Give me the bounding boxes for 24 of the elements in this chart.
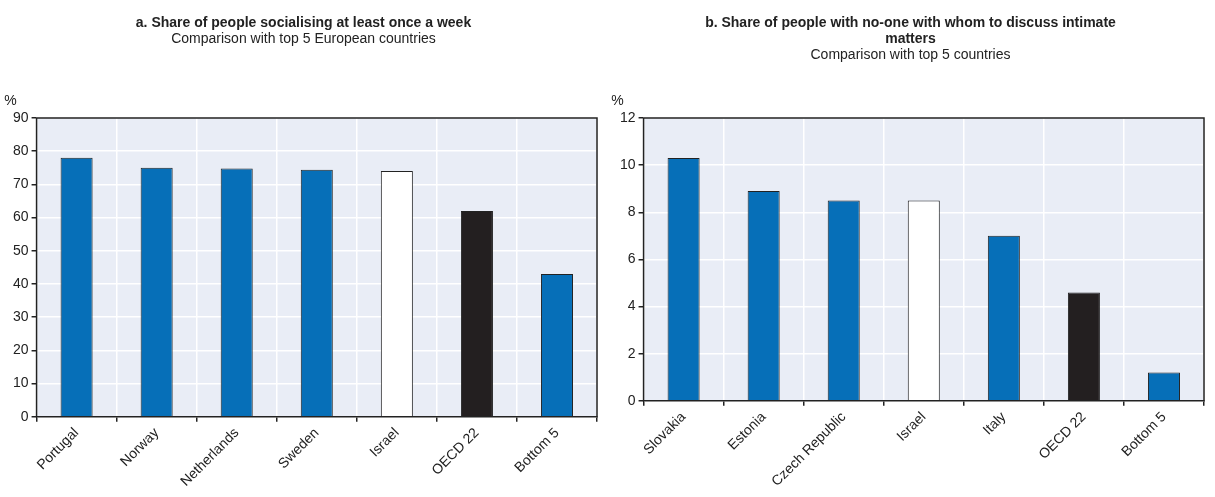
y-axis-title: % <box>611 91 624 108</box>
y-tick-label: 40 <box>12 274 29 291</box>
y-tick-label: 0 <box>20 407 29 424</box>
y-tick-label: 6 <box>627 250 636 267</box>
chart-title: b. Share of people with no-one with whom to discuss intimate matters <box>704 14 1117 46</box>
y-tick-label: 50 <box>12 241 29 258</box>
y-tick-label: 80 <box>12 142 29 159</box>
x-tick-label: Italy <box>979 408 1009 438</box>
y-tick-label: 60 <box>12 208 29 225</box>
chart-title: a. Share of people socialising at least once a week <box>134 14 473 30</box>
y-tick-label: 8 <box>627 203 636 220</box>
y-tick-label: 30 <box>12 308 29 325</box>
chart-subtitle: Comparison with top 5 European countries <box>170 30 437 46</box>
y-tick-label: 2 <box>627 344 636 361</box>
y-tick-label: 90 <box>12 108 29 125</box>
y-tick-label: 4 <box>627 297 636 314</box>
y-tick-label: 10 <box>12 374 29 391</box>
y-tick-label: 70 <box>12 175 29 192</box>
y-tick-label: 10 <box>619 155 636 172</box>
y-tick-label: 0 <box>627 391 636 408</box>
y-tick-label: 12 <box>619 108 636 125</box>
y-axis-title: % <box>4 91 17 108</box>
chart-subtitle: Comparison with top 5 countries <box>809 46 1012 62</box>
y-tick-label: 20 <box>12 341 29 358</box>
